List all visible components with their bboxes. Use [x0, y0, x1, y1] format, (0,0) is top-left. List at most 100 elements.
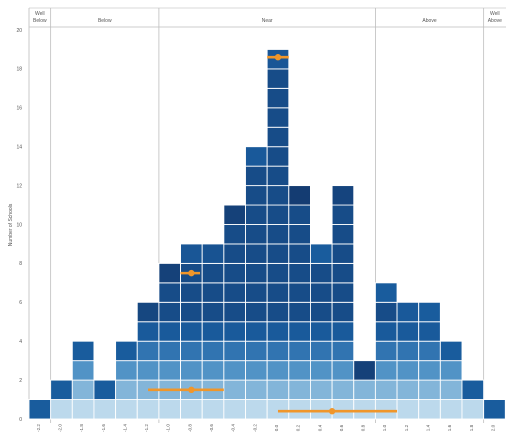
error-bars-layer	[148, 54, 398, 415]
bar	[50, 379, 73, 420]
bar-cell	[50, 379, 73, 401]
bar-cell	[223, 399, 246, 420]
bar-cell	[115, 399, 138, 420]
bar-cell	[374, 282, 398, 303]
bar-cell	[158, 399, 181, 420]
bar	[28, 399, 52, 420]
bars-layer	[28, 49, 506, 420]
bar	[418, 301, 441, 420]
bar-cell	[266, 262, 290, 284]
y-tick-label: 6	[19, 300, 22, 306]
bar	[331, 185, 355, 420]
bar-cell	[439, 360, 463, 381]
bar-cell	[136, 301, 160, 323]
bar-cell	[201, 360, 225, 381]
bar-cell	[93, 379, 117, 401]
bar	[439, 340, 463, 420]
bar-cell	[331, 185, 355, 206]
bar-cell	[266, 224, 290, 245]
bar	[71, 340, 95, 420]
y-tick-label: 18	[16, 67, 22, 73]
bar	[245, 146, 268, 420]
bar-cell	[288, 340, 311, 362]
bar-cell	[374, 399, 398, 420]
x-tick-label: -1.2	[144, 424, 149, 432]
error-bar-point	[274, 54, 282, 61]
bar-cell	[439, 379, 463, 401]
error-bar	[148, 386, 224, 394]
bar-cell	[418, 340, 441, 362]
bar-cell	[223, 379, 246, 401]
x-tick-label: -0.4	[231, 424, 236, 432]
bar-cell	[331, 379, 355, 401]
band-label: Below	[33, 18, 47, 24]
bar-cell	[288, 360, 311, 381]
bar-cell	[331, 262, 355, 284]
bar	[223, 204, 246, 420]
bar-cell	[201, 262, 225, 284]
bar-cell	[158, 321, 181, 342]
bar-cell	[418, 321, 441, 342]
y-tick-label: 14	[16, 145, 22, 151]
bar-cell	[180, 360, 203, 381]
bar-cell	[245, 399, 268, 420]
bar-cell	[288, 204, 311, 225]
bar-cell	[245, 165, 268, 187]
bar-cell	[245, 379, 268, 401]
bar-cell	[483, 399, 506, 420]
x-tick-label: -1.6	[101, 424, 106, 432]
bar-cell	[201, 282, 225, 303]
bar-cell	[266, 146, 290, 167]
bar	[180, 243, 203, 420]
error-bar	[180, 269, 201, 277]
bar-cell	[245, 185, 268, 206]
x-tick-label: -1.4	[122, 424, 127, 432]
bar-cell	[288, 301, 311, 323]
x-tick-label: 0.8	[361, 424, 366, 431]
bar-cell	[223, 301, 246, 323]
x-tick-label: 1.6	[447, 424, 452, 431]
bar-cell	[461, 399, 485, 420]
bar-cell	[310, 262, 333, 284]
bar-cell	[266, 399, 290, 420]
bar-cell	[180, 399, 203, 420]
bar-cell	[223, 340, 246, 362]
bar-cell	[223, 243, 246, 264]
error-bar-point	[188, 269, 195, 277]
x-tick-label: 0.2	[296, 424, 301, 431]
bar-cell	[136, 321, 160, 342]
bar-cell	[245, 224, 268, 245]
bar-cell	[245, 340, 268, 362]
bar-cell	[331, 243, 355, 264]
bar-cell	[71, 379, 95, 401]
bar-cell	[201, 340, 225, 362]
x-tick-label: -2.2	[36, 424, 41, 432]
bar-cell	[245, 262, 268, 284]
bar-cell	[201, 321, 225, 342]
bar-cell	[201, 399, 225, 420]
bar-cell	[374, 321, 398, 342]
bar-cell	[353, 379, 376, 401]
bar-cell	[288, 379, 311, 401]
bar-cell	[266, 282, 290, 303]
bar-cell	[331, 360, 355, 381]
bar-cell	[223, 224, 246, 245]
bar-cell	[245, 146, 268, 167]
band-label: Well	[490, 11, 500, 17]
bar-cell	[310, 282, 333, 303]
bar-cell	[158, 262, 181, 284]
x-tick-label: 2.0	[490, 424, 495, 431]
bar	[201, 243, 225, 420]
bar	[266, 49, 290, 420]
band-label: Well	[35, 11, 45, 17]
bar-cell	[418, 301, 441, 323]
x-tick-label: -1.0	[166, 424, 171, 432]
bar-cell	[223, 360, 246, 381]
bar-cell	[310, 399, 333, 420]
bar-cell	[245, 321, 268, 342]
bar-cell	[266, 107, 290, 128]
bar-cell	[353, 399, 376, 420]
bar-cell	[201, 243, 225, 264]
